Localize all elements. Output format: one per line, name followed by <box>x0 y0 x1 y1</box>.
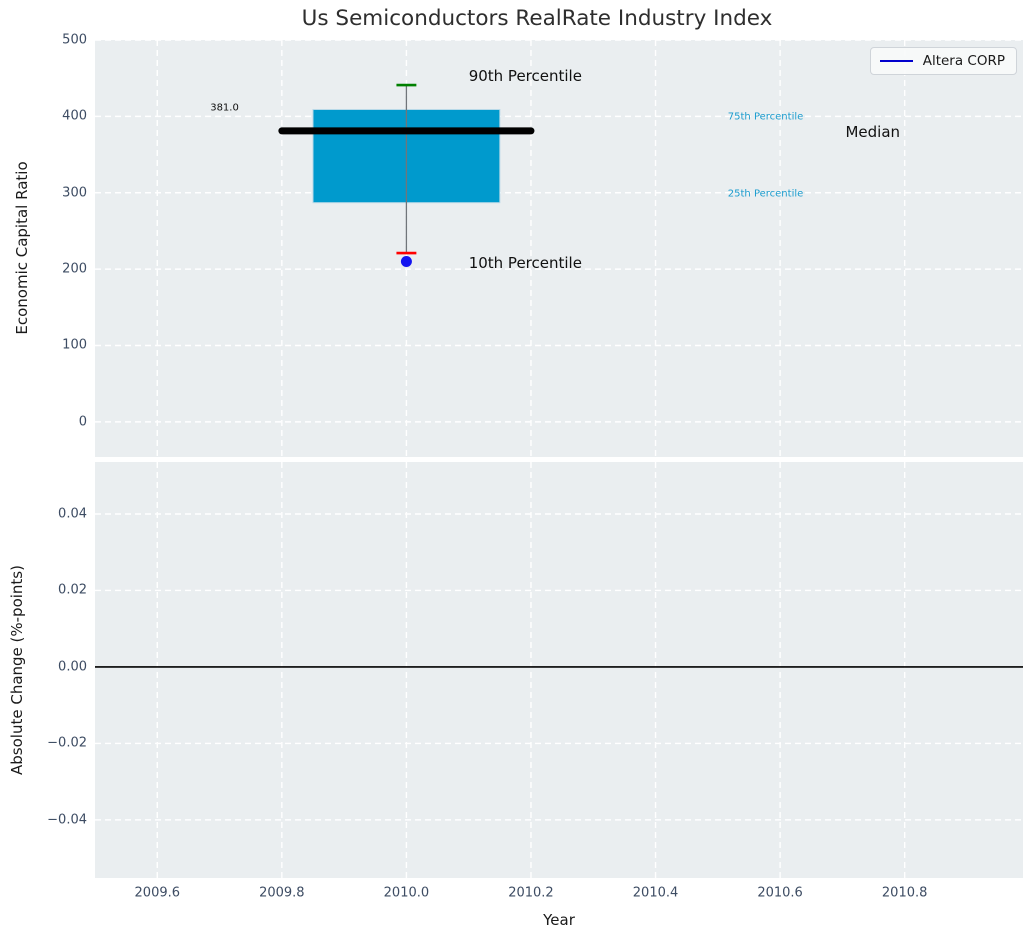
legend: Altera CORP <box>869 47 1017 75</box>
y-tick-label: −0.02 <box>47 735 87 751</box>
bottom-axes-canvas <box>95 462 1023 878</box>
x-tick-label: 2010.8 <box>881 885 928 901</box>
x-tick-label: 2010.0 <box>383 885 430 901</box>
annotation-10th-percentile: 10th Percentile <box>468 254 582 272</box>
x-axis-label: Year <box>543 911 575 929</box>
top-axes <box>95 40 1023 457</box>
y-tick-label: 0.02 <box>58 582 87 598</box>
y-tick-label: −0.04 <box>47 812 87 828</box>
series-point <box>400 255 412 267</box>
x-tick-label: 2010.6 <box>757 885 803 901</box>
bottom-axes <box>95 462 1023 878</box>
y-tick-label: 0.00 <box>58 659 87 675</box>
top-axes-canvas <box>95 40 1023 457</box>
y-axis-label-bottom: Absolute Change (%-points) <box>8 565 26 775</box>
y-tick-label: 0 <box>78 414 87 430</box>
y-tick-label: 500 <box>62 32 87 48</box>
x-tick-label: 2010.4 <box>632 885 679 901</box>
x-tick-label: 2009.6 <box>134 885 181 901</box>
annotation-381-0: 381.0 <box>210 102 239 114</box>
annotation-75th-percentile: 75th Percentile <box>727 111 804 123</box>
annotation-median: Median <box>845 122 901 141</box>
y-axis-label-top: Economic Capital Ratio <box>13 161 31 335</box>
legend-line-icon <box>879 60 913 62</box>
legend-label: Altera CORP <box>922 53 1005 69</box>
y-tick-label: 100 <box>62 337 87 353</box>
y-tick-label: 0.04 <box>58 506 87 522</box>
y-tick-label: 300 <box>62 185 87 201</box>
y-tick-label: 400 <box>62 108 87 124</box>
y-tick-label: 200 <box>62 261 87 277</box>
annotation-25th-percentile: 25th Percentile <box>727 188 804 200</box>
annotation-90th-percentile: 90th Percentile <box>468 66 582 85</box>
chart-title: Us Semiconductors RealRate Industry Inde… <box>301 6 773 31</box>
x-tick-label: 2009.8 <box>259 885 305 901</box>
x-tick-label: 2010.2 <box>508 885 554 901</box>
